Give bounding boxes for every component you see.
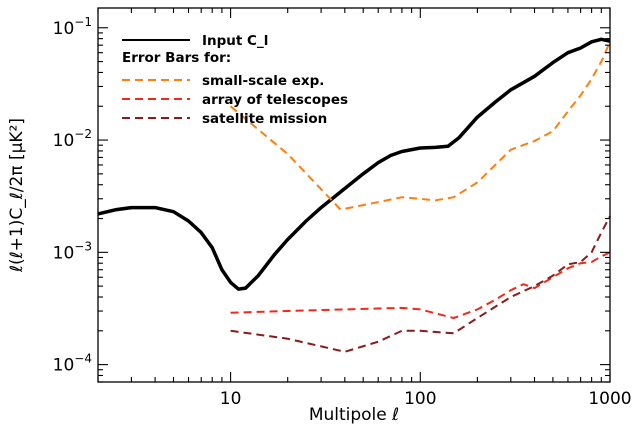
y-tick-label: 10−3 — [53, 239, 92, 263]
y-tick-base: 10 — [53, 243, 75, 263]
legend-label: Input C_l — [202, 33, 268, 49]
y-tick-exponent: −2 — [74, 127, 92, 141]
legend-label: array of telescopes — [202, 92, 348, 108]
series-line-2 — [230, 251, 611, 319]
y-tick-label: 10−2 — [53, 127, 92, 151]
series-line-3 — [230, 215, 611, 353]
y-tick-label: 10−4 — [53, 352, 92, 376]
plot-lines — [97, 37, 611, 353]
axis-ticks — [97, 8, 611, 383]
y-tick-exponent: −3 — [74, 239, 92, 253]
x-tick-label: 100 — [404, 389, 436, 409]
y-tick-label: 10−1 — [53, 15, 92, 39]
y-tick-exponent: −1 — [74, 15, 92, 29]
legend-label: small-scale exp. — [202, 73, 324, 89]
x-tick-label: 1000 — [588, 389, 631, 409]
y-tick-base: 10 — [53, 131, 75, 151]
legend-label: satellite mission — [202, 111, 327, 127]
x-axis-label: Multipole ℓ — [309, 405, 399, 425]
legend: Error Bars for: Input C_l small-scale exp… — [122, 33, 348, 127]
y-axis-label: ℓ(ℓ+1)C_ℓ/2π [μK²] — [7, 118, 27, 273]
series-line-0 — [97, 37, 611, 291]
series-line-1 — [229, 41, 611, 211]
x-tick-label: 10 — [220, 389, 242, 409]
plot-frame — [97, 7, 611, 383]
y-tick-base: 10 — [53, 356, 75, 376]
y-tick-base: 10 — [53, 19, 75, 39]
legend-header: Error Bars for: — [122, 50, 231, 66]
y-tick-exponent: −4 — [74, 352, 92, 366]
